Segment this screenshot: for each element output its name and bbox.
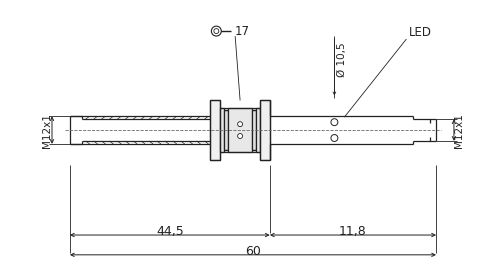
Text: Ø 10,5: Ø 10,5	[338, 42, 347, 77]
Text: 44,5: 44,5	[156, 225, 184, 238]
Circle shape	[331, 135, 338, 142]
Circle shape	[212, 26, 222, 36]
Bar	[228, 108, 252, 152]
Circle shape	[238, 122, 242, 126]
Circle shape	[238, 133, 242, 138]
Bar	[260, 100, 270, 160]
Text: 60: 60	[245, 245, 261, 258]
Bar	[224, 110, 228, 150]
Text: LED: LED	[408, 26, 432, 39]
Text: 17: 17	[235, 24, 250, 38]
Text: M12x1: M12x1	[454, 113, 464, 148]
Circle shape	[331, 119, 338, 126]
Bar	[252, 110, 256, 150]
Text: M12x1: M12x1	[42, 113, 52, 148]
Bar	[220, 108, 224, 152]
Bar	[256, 108, 260, 152]
Text: 11,8: 11,8	[339, 225, 367, 238]
Circle shape	[214, 29, 219, 34]
Bar	[210, 100, 220, 160]
